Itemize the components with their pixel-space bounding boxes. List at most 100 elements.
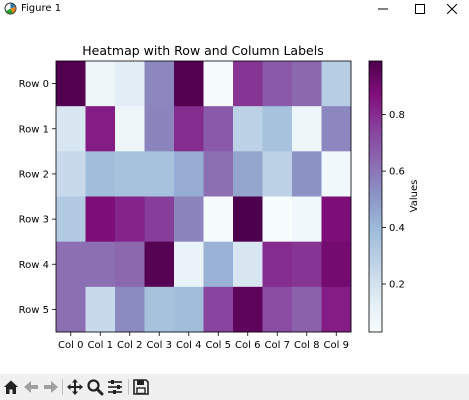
col-label: Col 5 bbox=[206, 340, 231, 351]
row-label: Row 2 bbox=[19, 169, 49, 180]
heatmap-cell bbox=[292, 286, 322, 333]
navigation-toolbar bbox=[0, 374, 469, 400]
chart-title: Heatmap with Row and Column Labels bbox=[82, 43, 323, 58]
heatmap-cell bbox=[292, 196, 322, 243]
row-ticks: Row 0 Row 1 Row 2 Row 3 Row 4 Row 5 bbox=[19, 79, 56, 316]
heatmap-cell bbox=[262, 286, 293, 333]
heatmap-cell bbox=[203, 106, 234, 152]
heatmap-cell bbox=[144, 106, 175, 152]
maximize-icon bbox=[415, 4, 425, 14]
heatmap-cell bbox=[56, 106, 86, 152]
heatmap-cell bbox=[115, 106, 145, 152]
heatmap-cell bbox=[144, 286, 175, 333]
close-icon bbox=[447, 4, 457, 14]
toolbar-separator bbox=[62, 379, 63, 395]
col-label: Col 1 bbox=[88, 340, 113, 351]
heatmap-cell bbox=[262, 61, 293, 107]
heatmap-cell bbox=[321, 61, 352, 107]
heatmap-cell bbox=[292, 106, 322, 152]
col-label: Col 3 bbox=[147, 340, 172, 351]
arrow-left-icon[interactable] bbox=[22, 378, 40, 396]
col-label: Col 0 bbox=[58, 340, 83, 351]
heatmap-cell bbox=[321, 286, 352, 333]
heatmap-cell bbox=[233, 106, 263, 152]
heatmap-cell bbox=[144, 241, 175, 288]
colorbar-label: Values bbox=[409, 180, 420, 213]
heatmap-cell bbox=[203, 241, 234, 288]
matplotlib-icon bbox=[4, 2, 17, 15]
heatmap-cell bbox=[233, 241, 263, 288]
close-button[interactable] bbox=[432, 0, 469, 18]
home-icon[interactable] bbox=[2, 378, 20, 396]
row-label: Row 3 bbox=[19, 215, 49, 226]
heatmap-cell bbox=[174, 106, 204, 152]
col-label: Col 7 bbox=[265, 340, 290, 351]
row-label: Row 5 bbox=[19, 305, 49, 316]
heatmap-cell bbox=[233, 151, 263, 197]
colorbar-tick-label: 0.4 bbox=[389, 223, 405, 234]
heatmap-cell bbox=[85, 61, 116, 107]
heatmap-cell bbox=[85, 151, 116, 197]
heatmap-chart: Heatmap with Row and Column Labels Row 0… bbox=[19, 43, 420, 351]
heatmap-cell bbox=[115, 196, 145, 243]
maximize-button[interactable] bbox=[400, 0, 440, 18]
heatmap-cell bbox=[56, 61, 86, 107]
col-label: Col 9 bbox=[324, 340, 349, 351]
heatmap-cell bbox=[203, 61, 234, 107]
heatmap-cell bbox=[292, 61, 322, 107]
heatmap-cell bbox=[85, 241, 116, 288]
colorbar-tick-label: 0.2 bbox=[389, 280, 405, 291]
heatmap-cell bbox=[115, 61, 145, 107]
heatmap-cell bbox=[174, 286, 204, 333]
heatmap-cell bbox=[233, 196, 263, 243]
heatmap-cell bbox=[321, 196, 352, 243]
magnifier-icon[interactable] bbox=[86, 378, 104, 396]
heatmap-cell bbox=[115, 241, 145, 288]
colorbar-ticks: 0.2 0.4 0.6 0.8 bbox=[382, 110, 405, 291]
heatmap-cell bbox=[144, 61, 175, 107]
col-label: Col 4 bbox=[176, 340, 201, 351]
colorbar-tick-label: 0.8 bbox=[389, 110, 405, 121]
heatmap-cell bbox=[262, 151, 293, 197]
heatmap-cell bbox=[203, 286, 234, 333]
move-icon[interactable] bbox=[66, 378, 84, 396]
arrow-right-icon[interactable] bbox=[42, 378, 60, 396]
sliders-icon[interactable] bbox=[106, 378, 124, 396]
heatmap-cell bbox=[321, 151, 352, 197]
window-titlebar: Figure 1 bbox=[0, 0, 469, 18]
heatmap-cell bbox=[292, 241, 322, 288]
heatmap-cell bbox=[85, 106, 116, 152]
heatmap-cell bbox=[144, 151, 175, 197]
heatmap-cell bbox=[174, 241, 204, 288]
heatmap-cell bbox=[203, 151, 234, 197]
heatmap-cell bbox=[321, 106, 352, 152]
heatmap-cell bbox=[174, 151, 204, 197]
floppy-disk-icon[interactable] bbox=[132, 378, 150, 396]
colorbar bbox=[368, 60, 383, 333]
heatmap-cell bbox=[56, 241, 86, 288]
heatmap-cell bbox=[233, 286, 263, 333]
minimize-button[interactable] bbox=[363, 0, 403, 18]
heatmap-cell bbox=[203, 196, 234, 243]
toolbar-separator bbox=[128, 379, 129, 395]
heatmap-cell bbox=[174, 61, 204, 107]
plot-frame bbox=[55, 60, 352, 333]
col-label: Col 8 bbox=[294, 340, 319, 351]
heatmap-cell bbox=[262, 106, 293, 152]
figure-canvas: Heatmap with Row and Column Labels Row 0… bbox=[0, 18, 469, 374]
heatmap-cell bbox=[115, 151, 145, 197]
heatmap-cell bbox=[174, 196, 204, 243]
row-label: Row 4 bbox=[19, 260, 49, 271]
col-label: Col 6 bbox=[235, 340, 260, 351]
col-ticks: Col 0 Col 1 Col 2 Col 3 Col 4 Col 5 Col 6 Col 7… bbox=[58, 332, 349, 351]
heatmap-cell bbox=[144, 196, 175, 243]
row-label: Row 0 bbox=[19, 79, 49, 90]
window-title: Figure 1 bbox=[21, 3, 62, 14]
colorbar-tick-label: 0.6 bbox=[389, 167, 405, 178]
heatmap-cell bbox=[321, 241, 352, 288]
heatmap-cell bbox=[85, 286, 116, 333]
col-label: Col 2 bbox=[117, 340, 142, 351]
minimize-icon bbox=[378, 8, 388, 10]
row-label: Row 1 bbox=[19, 124, 49, 135]
heatmap-cell bbox=[56, 196, 86, 243]
